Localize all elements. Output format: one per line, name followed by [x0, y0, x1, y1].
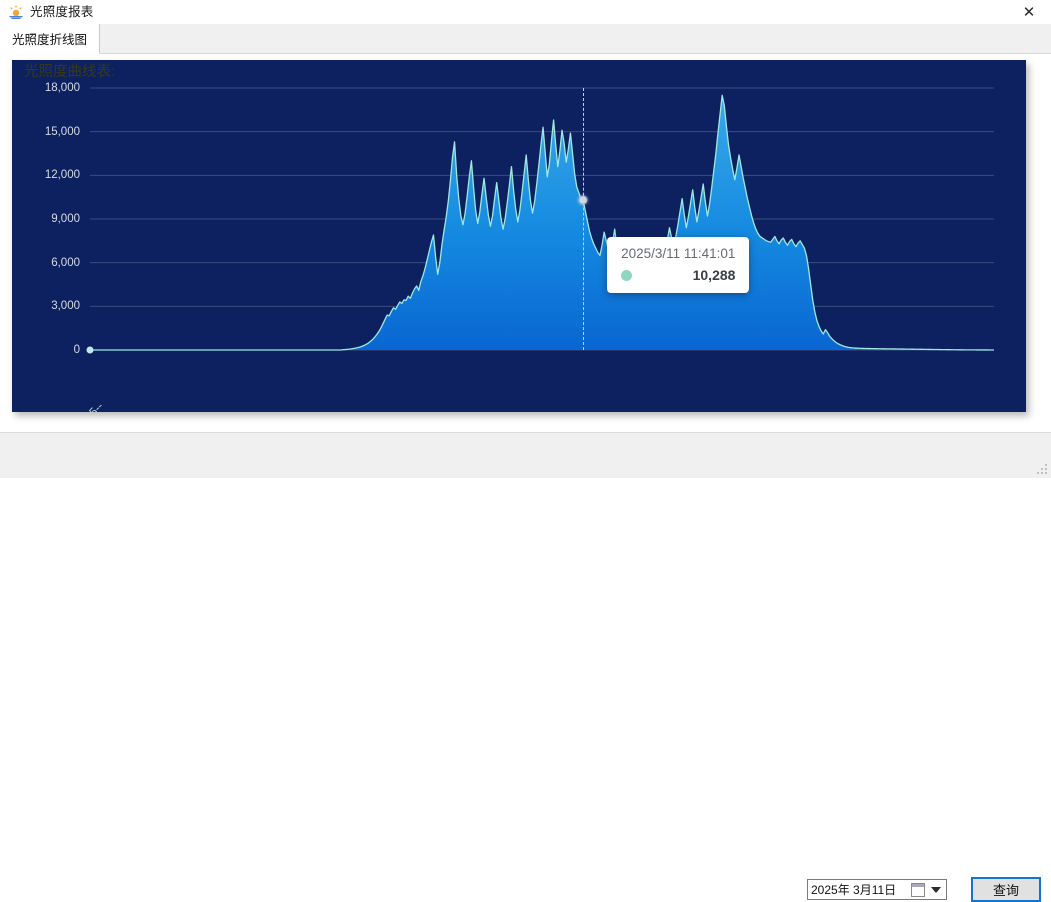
tooltip-time: 2025/3/11 11:41:01 [621, 246, 736, 262]
footer-bar: 2025年 3月11日 查询 [0, 432, 1051, 902]
tooltip-series-dot [621, 269, 633, 281]
origin-marker [86, 346, 94, 354]
tooltip-row: 10,288 [621, 267, 735, 283]
calendar-icon[interactable] [911, 883, 925, 897]
chart-title: 光照度曲线表: [24, 64, 116, 80]
tab-lux-line-chart[interactable]: 光照度折线图 [0, 24, 101, 54]
highlight-point[interactable] [578, 195, 588, 205]
close-icon[interactable]: ✕ [1022, 3, 1036, 21]
query-button-label: 查询 [992, 883, 1019, 898]
date-picker-value: 2025年 3月11日 [811, 883, 897, 897]
tab-label: 光照度折线图 [12, 33, 88, 47]
chart-tooltip: 2025/3/11 11:41:01 10,288 [607, 237, 750, 294]
y-axis-tick: 12,000 [44, 169, 80, 182]
y-axis-tick: 0 [73, 344, 80, 356]
tab-strip: 光照度折线图 [0, 24, 1051, 54]
query-button[interactable]: 查询 [971, 877, 1041, 902]
y-axis-tick: 15,000 [44, 125, 80, 138]
content-area: 光照度曲线表: 18,000 15,000 12,000 9,000 6,000 3,00… [0, 54, 1051, 432]
window-titlebar: 光照度报表 ✕ [0, 0, 1051, 24]
lux-area-chart [90, 87, 995, 351]
crosshair-line [583, 88, 585, 350]
y-axis-tick: 3,000 [51, 300, 80, 313]
window-title: 光照度报表 [30, 4, 94, 19]
y-axis-tick: 6,000 [51, 256, 80, 269]
area-fill [90, 95, 994, 350]
y-axis-tick: 9,000 [51, 213, 80, 225]
series-line [90, 94, 995, 351]
resize-grip[interactable] [1036, 463, 1048, 475]
chevron-down-icon[interactable] [931, 887, 941, 893]
sun-icon [8, 4, 24, 20]
date-picker[interactable]: 2025年 3月11日 [807, 879, 947, 900]
tooltip-value: 10,288 [692, 267, 736, 284]
y-axis-tick: 18,000 [44, 82, 80, 94]
chart-panel: 光照度曲线表: 18,000 15,000 12,000 9,000 6,000 3,00… [12, 60, 1026, 412]
